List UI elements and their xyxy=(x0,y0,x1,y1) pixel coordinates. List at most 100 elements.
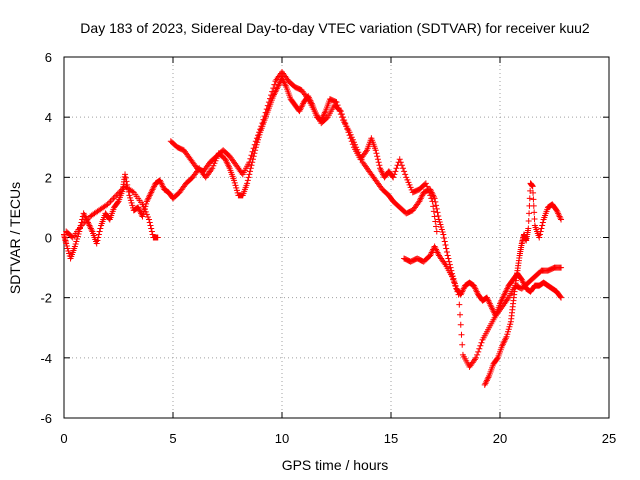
y-tick-label: -4 xyxy=(40,351,52,366)
data-point xyxy=(503,333,510,340)
data-point xyxy=(453,285,460,292)
data-point xyxy=(342,120,349,127)
data-point xyxy=(148,225,155,232)
data-point xyxy=(251,141,258,148)
data-point xyxy=(531,215,538,222)
data-point xyxy=(261,113,268,120)
data-point xyxy=(507,321,514,328)
data-point xyxy=(123,178,130,185)
data-point xyxy=(262,109,269,116)
data-point xyxy=(433,223,440,230)
data-point xyxy=(63,243,70,250)
data-point xyxy=(429,198,436,205)
data-point xyxy=(106,215,113,222)
data-point xyxy=(258,123,265,130)
data-point xyxy=(433,205,440,212)
data-point xyxy=(437,221,444,228)
x-tick-label: 20 xyxy=(493,431,507,446)
data-point xyxy=(244,180,251,187)
data-point xyxy=(139,201,146,208)
data-point xyxy=(65,248,72,255)
data-point xyxy=(452,282,459,289)
data-point xyxy=(431,213,438,220)
data-point xyxy=(323,115,330,122)
data-point xyxy=(341,117,348,124)
series-1 xyxy=(63,183,161,241)
data-point xyxy=(128,199,135,206)
axis-ticks xyxy=(63,56,610,419)
data-point xyxy=(476,345,483,352)
data-point xyxy=(391,171,398,178)
data-point xyxy=(340,114,347,121)
data-point xyxy=(435,216,442,223)
data-point xyxy=(143,200,150,207)
data-point xyxy=(231,177,238,184)
data-point xyxy=(441,238,448,245)
data-point xyxy=(478,339,485,346)
data-point xyxy=(432,198,439,205)
data-point xyxy=(68,233,75,240)
data-point xyxy=(348,138,355,145)
data-point xyxy=(249,148,256,155)
x-tick-label: 10 xyxy=(275,431,289,446)
data-point xyxy=(336,107,343,114)
data-point xyxy=(146,219,153,226)
data-point xyxy=(250,145,257,152)
data-point xyxy=(349,141,356,148)
data-point xyxy=(129,202,136,209)
data-point xyxy=(494,355,501,362)
data-point xyxy=(428,195,435,202)
data-point xyxy=(447,264,454,271)
data-point xyxy=(438,223,445,230)
data-point xyxy=(536,234,543,241)
data-point xyxy=(525,217,532,224)
data-point xyxy=(445,255,452,262)
data-point xyxy=(427,192,434,199)
data-point xyxy=(141,206,148,213)
data-point xyxy=(439,228,446,235)
data-point xyxy=(255,132,262,139)
data-point xyxy=(399,165,406,172)
data-point xyxy=(94,237,101,244)
data-point xyxy=(401,168,408,175)
data-point xyxy=(343,123,350,130)
data-point xyxy=(248,152,255,159)
data-point xyxy=(263,106,270,113)
data-point xyxy=(435,212,442,219)
x-tick-label: 25 xyxy=(602,431,616,446)
series-3 xyxy=(401,243,565,370)
data-point xyxy=(504,328,511,335)
data-point xyxy=(140,203,147,210)
data-point xyxy=(344,126,351,133)
data-point xyxy=(458,331,465,338)
data-point xyxy=(558,264,565,271)
data-point xyxy=(449,273,456,280)
data-point xyxy=(444,252,451,259)
data-point xyxy=(97,225,104,232)
data-point xyxy=(103,202,110,209)
data-point xyxy=(526,210,533,217)
data-point xyxy=(233,187,240,194)
data-point xyxy=(397,159,404,166)
data-point xyxy=(144,213,151,220)
data-point xyxy=(337,108,344,115)
data-point xyxy=(518,275,525,282)
data-point xyxy=(63,240,70,247)
data-point xyxy=(538,225,545,232)
data-point xyxy=(477,342,484,349)
data-point xyxy=(530,196,537,203)
data-point xyxy=(455,291,462,298)
data-point xyxy=(211,160,218,167)
data-point xyxy=(529,183,536,190)
y-tick-label: 2 xyxy=(45,170,52,185)
data-point xyxy=(210,162,217,169)
data-point xyxy=(146,216,153,223)
data-point xyxy=(147,222,154,229)
data-point xyxy=(531,209,538,216)
data-point xyxy=(539,219,546,226)
data-point xyxy=(129,188,136,195)
data-point xyxy=(433,202,440,209)
data-marks xyxy=(61,69,565,388)
data-point xyxy=(407,184,414,191)
